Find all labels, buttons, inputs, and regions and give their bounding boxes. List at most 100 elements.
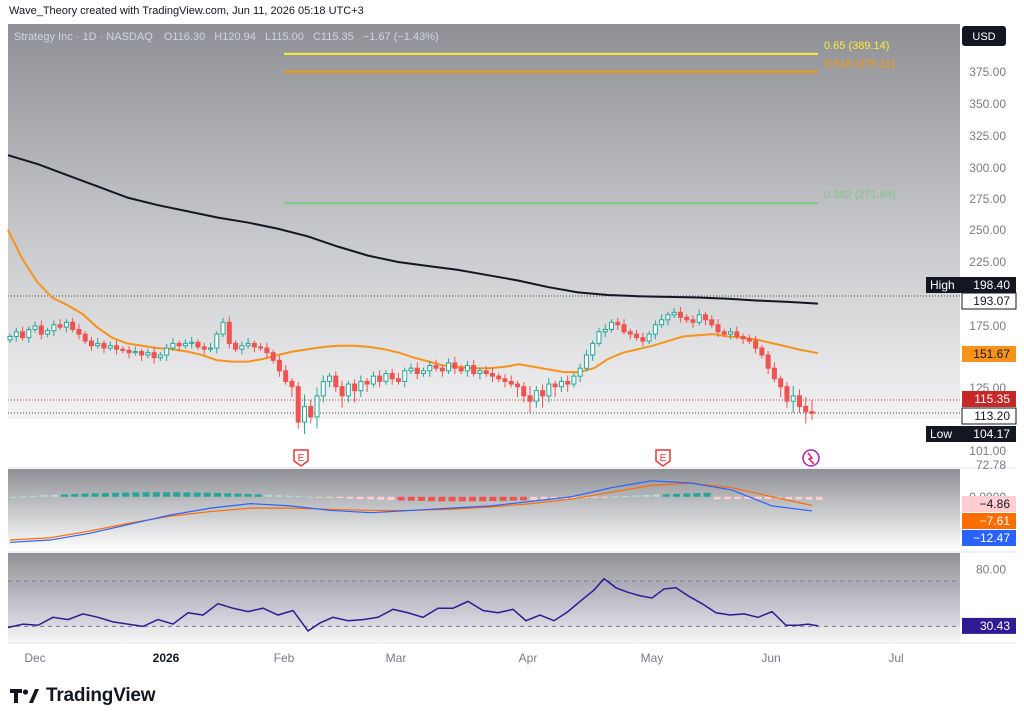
candle[interactable] <box>20 331 26 339</box>
candle[interactable] <box>765 354 771 369</box>
candle[interactable] <box>82 333 88 342</box>
candle[interactable] <box>433 365 439 369</box>
candle[interactable] <box>659 319 665 326</box>
candle[interactable] <box>145 352 151 356</box>
candle[interactable] <box>790 395 796 402</box>
candle[interactable] <box>370 375 376 385</box>
candle[interactable] <box>182 342 188 347</box>
ma200-line[interactable] <box>7 154 819 305</box>
candle[interactable] <box>696 314 702 323</box>
rsi-line[interactable] <box>7 577 819 632</box>
candle[interactable] <box>276 359 282 372</box>
candle[interactable] <box>345 383 351 397</box>
candle[interactable] <box>590 342 596 356</box>
candle[interactable] <box>352 383 358 392</box>
candle[interactable] <box>176 342 182 347</box>
candle[interactable] <box>596 331 602 344</box>
candle[interactable] <box>208 347 213 350</box>
candle[interactable] <box>421 370 427 374</box>
macd-line[interactable] <box>9 480 813 543</box>
candle[interactable] <box>157 354 163 359</box>
candle[interactable] <box>63 321 69 328</box>
candle[interactable] <box>339 386 345 397</box>
candle[interactable] <box>358 380 364 392</box>
candle[interactable] <box>464 365 470 372</box>
candle[interactable] <box>251 342 257 348</box>
candle[interactable] <box>759 347 765 356</box>
candle[interactable] <box>746 338 752 342</box>
candle[interactable] <box>95 342 101 347</box>
candle[interactable] <box>533 390 539 402</box>
tradingview-logo[interactable]: TradingView <box>10 684 156 708</box>
candle[interactable] <box>621 324 627 333</box>
candle[interactable] <box>201 346 207 350</box>
candle[interactable] <box>571 375 577 385</box>
candle[interactable] <box>740 335 746 340</box>
candle[interactable] <box>7 335 13 341</box>
candle[interactable] <box>258 346 264 349</box>
rsi-pane[interactable] <box>8 553 960 643</box>
candle[interactable] <box>527 395 533 402</box>
candle[interactable] <box>195 341 201 348</box>
candle[interactable] <box>502 378 508 382</box>
candle[interactable] <box>515 383 521 388</box>
candle[interactable] <box>132 351 138 354</box>
currency-button[interactable] <box>962 26 1006 46</box>
candle[interactable] <box>301 405 307 423</box>
candle[interactable] <box>32 325 38 330</box>
candle[interactable] <box>427 365 433 372</box>
candle[interactable] <box>715 324 721 333</box>
candle[interactable] <box>640 337 646 342</box>
candle[interactable] <box>120 348 126 351</box>
candle[interactable] <box>170 342 176 349</box>
candle[interactable] <box>546 383 552 397</box>
candle[interactable] <box>214 333 220 349</box>
candle[interactable] <box>734 331 740 337</box>
candle[interactable] <box>577 367 583 377</box>
chart-canvas[interactable]: Strategy Inc · 1D · NASDAQ O116.30 H120.… <box>0 0 1024 680</box>
candle[interactable] <box>270 352 276 361</box>
candle[interactable] <box>283 370 289 382</box>
candle[interactable] <box>226 321 232 344</box>
candle[interactable] <box>126 349 132 354</box>
candle[interactable] <box>458 367 464 372</box>
candle[interactable] <box>320 380 326 397</box>
candle[interactable] <box>778 378 784 388</box>
candle[interactable] <box>803 405 809 413</box>
candle[interactable] <box>26 328 32 339</box>
candle[interactable] <box>665 314 671 321</box>
split-dividend-icon[interactable] <box>802 449 820 467</box>
candle[interactable] <box>389 372 395 380</box>
earnings-marker[interactable]: E <box>655 449 671 467</box>
candle[interactable] <box>452 362 458 369</box>
candle[interactable] <box>483 370 489 374</box>
candle[interactable] <box>721 331 727 335</box>
candle[interactable] <box>690 319 696 323</box>
candle[interactable] <box>377 375 383 382</box>
macd-pane[interactable] <box>8 469 960 551</box>
candle[interactable] <box>609 321 614 330</box>
candle[interactable] <box>446 362 452 372</box>
candle[interactable] <box>702 314 708 321</box>
candle[interactable] <box>76 328 82 335</box>
candle[interactable] <box>107 345 113 349</box>
candle[interactable] <box>728 331 734 335</box>
candle[interactable] <box>45 330 51 335</box>
candle[interactable] <box>753 340 759 349</box>
candle[interactable] <box>677 311 683 318</box>
candle[interactable] <box>565 380 571 385</box>
candle[interactable] <box>615 321 621 326</box>
candle[interactable] <box>414 367 420 374</box>
candle[interactable] <box>602 328 608 333</box>
candle[interactable] <box>489 372 495 377</box>
candle[interactable] <box>245 342 251 347</box>
candle[interactable] <box>508 380 514 385</box>
candle[interactable] <box>402 370 408 382</box>
candle[interactable] <box>634 333 640 339</box>
candle[interactable] <box>439 367 445 372</box>
candle[interactable] <box>13 331 19 337</box>
price-pane[interactable] <box>8 24 960 419</box>
candle[interactable] <box>333 375 339 388</box>
candle[interactable] <box>88 340 94 347</box>
candle[interactable] <box>477 370 483 374</box>
